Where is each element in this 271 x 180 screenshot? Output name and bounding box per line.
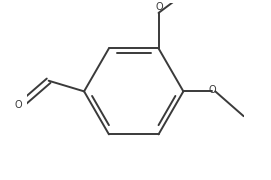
Text: O: O <box>14 100 22 110</box>
Text: O: O <box>156 2 163 12</box>
Text: O: O <box>209 85 217 95</box>
